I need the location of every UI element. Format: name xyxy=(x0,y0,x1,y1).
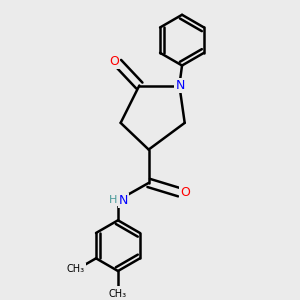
Text: CH₃: CH₃ xyxy=(109,289,127,299)
Text: CH₃: CH₃ xyxy=(67,264,85,274)
Text: O: O xyxy=(109,55,119,68)
Text: N: N xyxy=(175,79,185,92)
Text: H: H xyxy=(108,195,117,205)
Text: N: N xyxy=(118,194,128,207)
Text: O: O xyxy=(180,186,190,199)
